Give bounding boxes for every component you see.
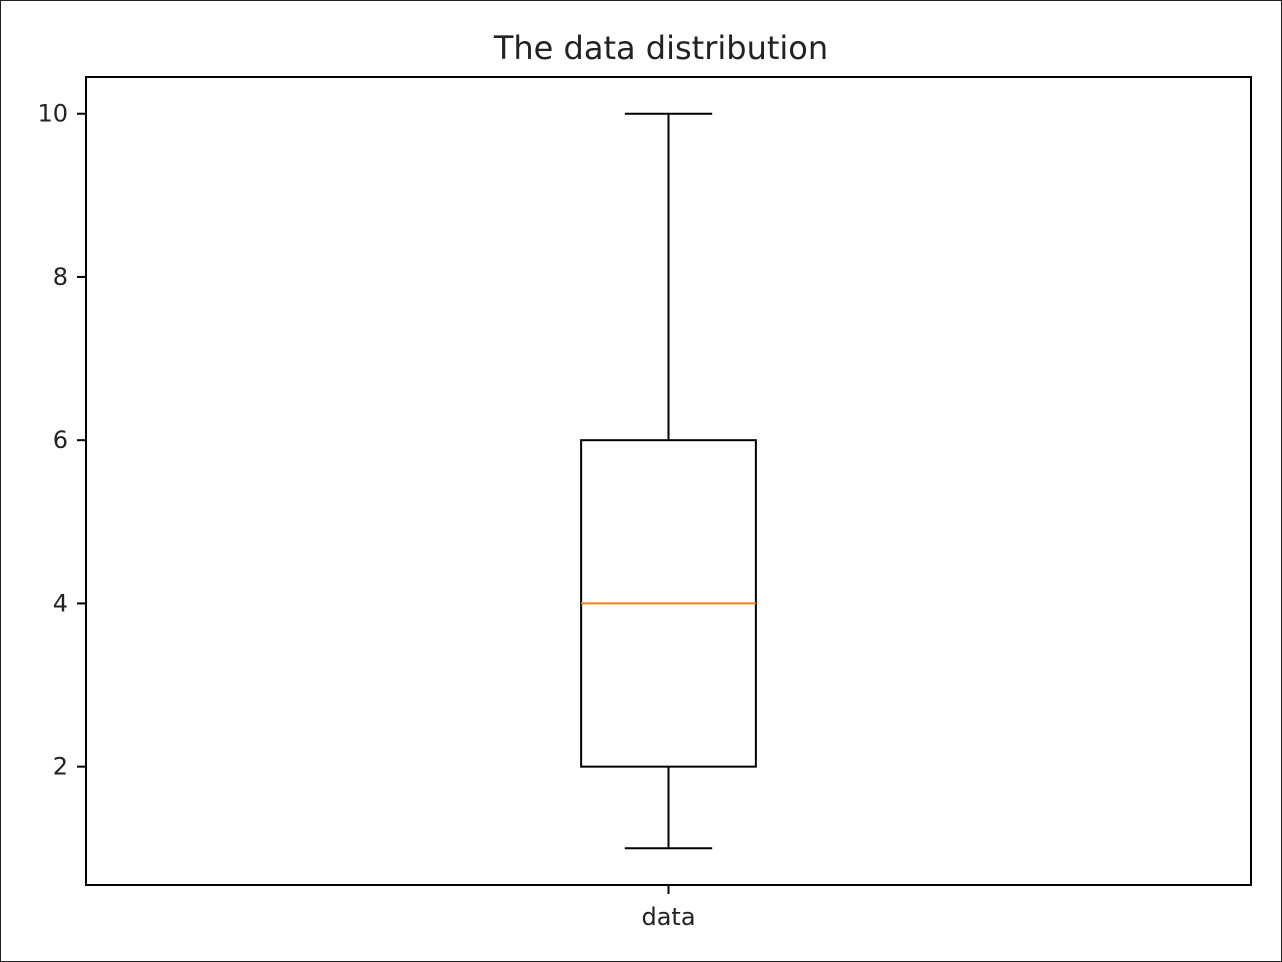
y-tick-label: 6 <box>53 426 68 454</box>
y-axis: 2 4 6 8 10 <box>37 100 86 781</box>
box-series <box>580 112 757 850</box>
y-tick-label: 4 <box>53 589 68 617</box>
x-tick-label: data <box>641 903 695 931</box>
y-tick-label: 10 <box>37 100 68 128</box>
y-tick-label: 2 <box>53 753 68 781</box>
chart-title: The data distribution <box>493 29 828 67</box>
x-axis: data <box>641 885 696 931</box>
plot-area-frame <box>85 76 1252 886</box>
y-tick-label: 8 <box>53 263 68 291</box>
